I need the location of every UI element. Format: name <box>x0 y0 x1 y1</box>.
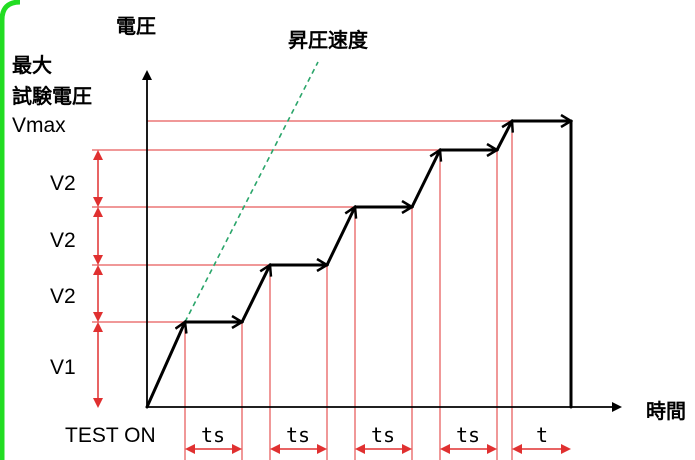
max-voltage-label-line3: Vmax <box>12 114 66 137</box>
voltage-curve <box>145 121 571 409</box>
y-axis-label: 電圧 <box>116 14 156 38</box>
step-voltage-label: V2 <box>50 229 76 252</box>
vertical-guides <box>184 121 513 460</box>
frame-border <box>0 0 21 460</box>
step-voltage-label: V2 <box>50 172 76 195</box>
hold-time-label: ts <box>371 423 395 447</box>
hold-time-label: ts <box>286 423 310 447</box>
max-voltage-label-line2: 試験電圧 <box>12 84 92 108</box>
max-voltage-label-line1: 最大 <box>12 53 52 77</box>
initial-voltage-label: V1 <box>50 356 76 379</box>
hold-time-label: ts <box>201 423 225 447</box>
final-time-label: t <box>536 423 548 447</box>
horizontal-guides <box>92 120 512 323</box>
hold-time-label: ts <box>456 423 480 447</box>
ramp-rate-label: 昇圧速度 <box>288 28 369 52</box>
step-voltage-label: V2 <box>50 285 76 308</box>
test-on-label: TEST ON <box>65 424 156 447</box>
x-axis-label: 時間 <box>646 399 686 423</box>
ramp-rate-line <box>184 61 319 323</box>
